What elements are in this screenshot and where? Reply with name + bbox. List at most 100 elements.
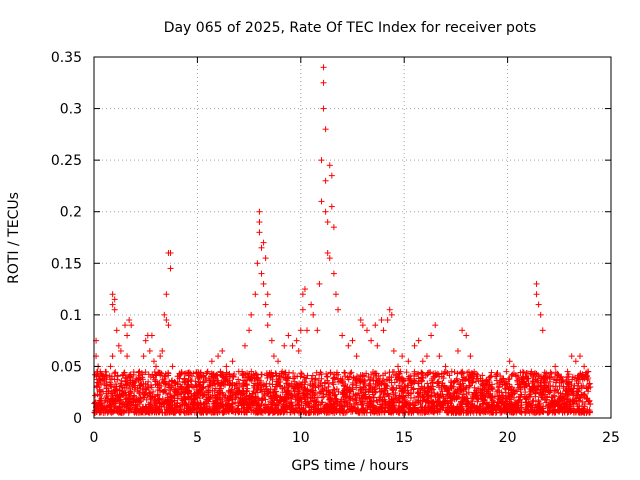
band-point — [473, 387, 480, 394]
band-point — [415, 389, 422, 396]
x-axis-label: GPS time / hours — [291, 458, 408, 474]
band-point — [92, 392, 99, 399]
band-point — [430, 373, 437, 380]
band-point — [188, 373, 195, 380]
band-point — [495, 384, 502, 391]
band-point — [506, 375, 513, 382]
band-point — [471, 384, 478, 391]
band-point — [563, 378, 570, 385]
band-point — [255, 401, 262, 408]
band-point — [368, 398, 375, 405]
x-tick-label: 5 — [193, 430, 202, 446]
chart-title: Day 065 of 2025, Rate Of TEC Index for r… — [164, 20, 537, 36]
band-point — [583, 395, 590, 402]
band-point — [171, 401, 178, 408]
band-point — [176, 370, 183, 377]
band-point — [502, 406, 509, 413]
band-point — [438, 384, 445, 391]
band-point — [245, 405, 252, 412]
band-point — [111, 370, 118, 377]
band-point — [370, 374, 377, 381]
band-point — [161, 386, 168, 393]
band-point — [312, 408, 319, 415]
band-point — [179, 406, 186, 413]
band-point — [161, 378, 168, 385]
band-point — [179, 397, 186, 404]
band-point — [581, 391, 588, 398]
x-tick-label: 0 — [90, 430, 99, 446]
band-point — [354, 401, 361, 408]
band-point — [441, 369, 448, 376]
band-point — [161, 388, 168, 395]
band-point — [378, 404, 385, 411]
band-point — [323, 370, 330, 377]
band-point — [212, 385, 219, 392]
band-point — [217, 369, 224, 376]
band-point — [418, 377, 425, 384]
band-point — [546, 378, 553, 385]
band-point — [530, 397, 537, 404]
y-tick-label: 0.15 — [51, 256, 82, 272]
band-point — [388, 374, 395, 381]
band-point — [365, 373, 372, 380]
band-point — [513, 408, 520, 415]
band-point — [357, 384, 364, 391]
band-point — [272, 370, 279, 377]
band-point — [383, 376, 390, 383]
band-point — [131, 386, 138, 393]
band-point — [96, 376, 103, 383]
band-point — [444, 370, 451, 377]
band-point — [290, 370, 297, 377]
band-point — [307, 382, 314, 389]
band-point — [269, 381, 276, 388]
band-point — [398, 375, 405, 382]
y-tick-label: 0.35 — [51, 50, 82, 66]
band-point — [154, 392, 161, 399]
band-point — [526, 393, 533, 400]
band-point — [281, 385, 288, 392]
band-point — [563, 374, 570, 381]
band-point — [442, 384, 449, 391]
band-point — [176, 375, 183, 382]
band-point — [537, 409, 544, 416]
band-point — [97, 391, 104, 398]
band-point — [547, 369, 554, 376]
band-point — [304, 372, 311, 379]
band-point — [565, 373, 572, 380]
band-point — [473, 378, 480, 385]
band-point — [145, 378, 152, 385]
band-point — [210, 400, 217, 407]
band-point — [159, 409, 166, 416]
band-point — [119, 388, 126, 395]
band-point — [318, 375, 325, 382]
band-point — [348, 369, 355, 376]
band-point — [154, 387, 161, 394]
band-point — [330, 397, 337, 404]
band-point — [169, 377, 176, 384]
band-point — [519, 374, 526, 381]
band-point — [118, 377, 125, 384]
band-point — [389, 369, 396, 376]
band-point — [377, 394, 384, 401]
y-tick-label: 0.2 — [60, 205, 82, 221]
band-point — [233, 389, 240, 396]
band-point — [316, 371, 323, 378]
grid-lines — [94, 57, 611, 418]
band-point — [503, 368, 510, 375]
band-point — [390, 389, 397, 396]
band-point — [277, 393, 284, 400]
band-point — [454, 386, 461, 393]
y-axis-label: ROTI / TECUs — [6, 192, 22, 284]
band-point — [249, 402, 256, 409]
band-point — [349, 381, 356, 388]
band-point — [309, 372, 316, 379]
band-point — [376, 394, 383, 401]
band-point — [429, 379, 436, 386]
band-point — [150, 388, 157, 395]
band-point — [374, 399, 381, 406]
band-point — [214, 380, 221, 387]
band-point — [341, 369, 348, 376]
band-point — [373, 377, 380, 384]
band-point — [436, 398, 443, 405]
x-tick-label: 25 — [602, 430, 620, 446]
